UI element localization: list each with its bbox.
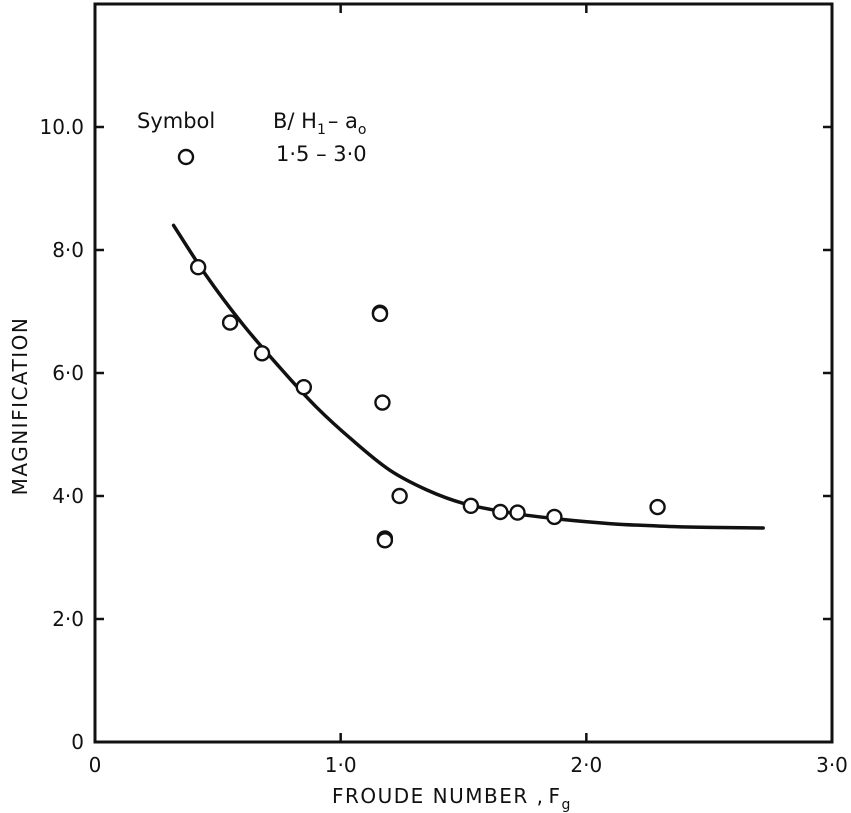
- data-point: [221, 314, 239, 331]
- data-point: [649, 498, 666, 516]
- legend-param-main: B/ H: [273, 109, 317, 133]
- x-axis-title: FROUDE NUMBER , Fg: [332, 784, 572, 813]
- legend-marker: [177, 148, 195, 166]
- y-tick-label: 0: [71, 730, 84, 754]
- y-tick-label: 6·0: [52, 361, 84, 385]
- axis-ticks: [93, 4, 834, 744]
- data-points: [189, 259, 666, 549]
- data-point: [492, 503, 509, 521]
- legend-parameter: B/ H1– ao: [273, 109, 367, 138]
- x-tick-label: 0: [89, 753, 102, 777]
- data-point: [374, 394, 391, 411]
- legend-param-sub1: 1: [317, 122, 326, 138]
- y-tick-label: 4·0: [52, 484, 84, 508]
- axis-tick-labels: 0 1·0 2·0 3·0 0 2·0 4·0 6·0 8·0 10.0: [39, 115, 847, 777]
- trend-curve: [171, 223, 765, 530]
- data-point: [509, 504, 526, 521]
- data-point: [371, 305, 389, 323]
- y-tick-label: 8·0: [52, 238, 84, 262]
- x-tick-label: 2·0: [570, 753, 602, 777]
- legend-range: 1·5 – 3·0: [276, 142, 367, 166]
- data-point: [253, 345, 271, 362]
- legend-param-sub2: o: [358, 122, 367, 138]
- data-point: [391, 487, 408, 505]
- data-point: [295, 378, 313, 396]
- x-axis-title-text: FROUDE NUMBER ,: [332, 784, 545, 808]
- x-tick-label: 1·0: [325, 753, 357, 777]
- y-tick-label: 2·0: [52, 607, 84, 631]
- legend-symbol-header: Symbol: [137, 109, 215, 133]
- y-axis-title: MAGNIFICATION: [8, 317, 32, 496]
- x-tick-label: 3·0: [816, 753, 848, 777]
- y-tick-label: 10.0: [39, 115, 84, 139]
- data-point: [546, 508, 563, 526]
- legend: Symbol B/ H1– ao 1·5 – 3·0: [137, 109, 367, 166]
- data-point: [189, 259, 207, 276]
- data-point: [376, 532, 394, 549]
- legend-param-dash: – a: [328, 109, 358, 133]
- x-axis-symbol: F: [549, 784, 562, 808]
- x-axis-symbol-subscript: g: [562, 797, 572, 813]
- data-point: [462, 497, 480, 515]
